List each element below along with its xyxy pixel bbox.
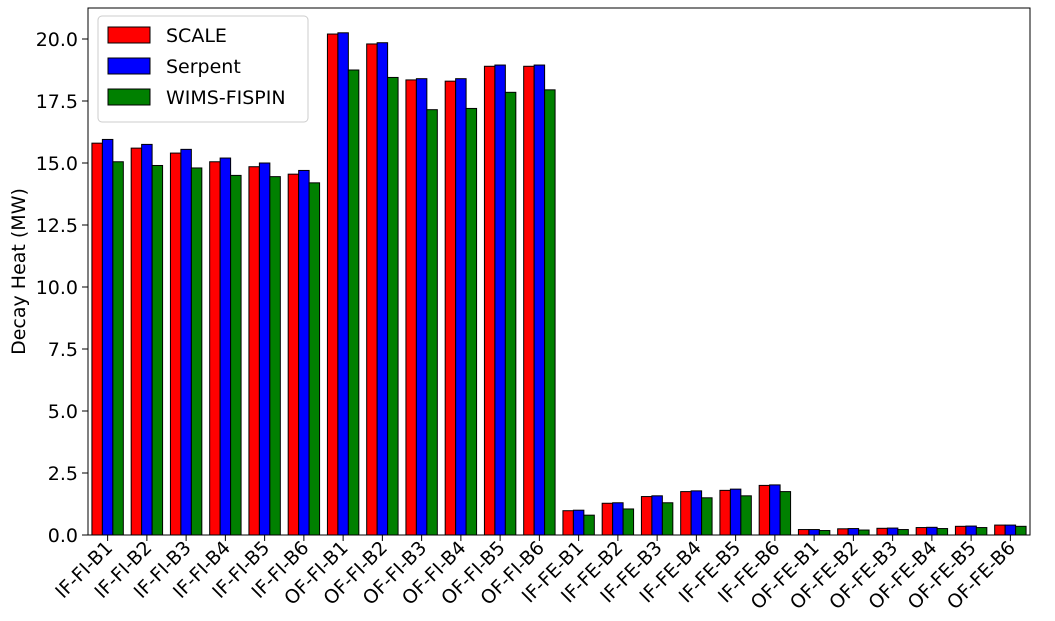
bar-wims-fispin-if-fe-b4 (701, 497, 713, 536)
bar-scale-if-fi-b5 (248, 166, 260, 536)
bar-serpent-if-fi-b4 (219, 157, 232, 536)
bar-wims-fispin-if-fi-b3 (190, 167, 203, 536)
bar-wims-fispin-if-fe-b5 (740, 495, 752, 536)
bars-layer (91, 32, 1027, 536)
bar-scale-if-fe-b2 (601, 502, 614, 536)
bar-wims-fispin-of-fe-b3 (897, 529, 909, 536)
bar-scale-if-fe-b3 (640, 496, 653, 536)
bar-wims-fispin-of-fi-b3 (426, 109, 438, 536)
bar-serpent-of-fi-b3 (415, 78, 428, 536)
bar-scale-if-fe-b6 (758, 484, 771, 536)
y-tick-label: 0.0 (48, 525, 78, 547)
bar-serpent-if-fe-b4 (690, 490, 703, 536)
bar-scale-if-fe-b1 (562, 510, 574, 536)
bar-scale-if-fi-b1 (91, 142, 103, 536)
bar-serpent-if-fe-b3 (651, 495, 663, 536)
legend-label-scale: SCALE (166, 25, 227, 47)
legend-swatch-wims-fispin (107, 88, 151, 106)
bar-wims-fispin-of-fe-b4 (936, 528, 949, 536)
bar-serpent-of-fi-b1 (337, 32, 349, 536)
y-tick-label: 7.5 (48, 339, 78, 361)
bar-wims-fispin-of-fe-b2 (858, 529, 870, 536)
bar-serpent-if-fi-b6 (298, 169, 310, 536)
legend: SCALE Serpent WIMS-FISPIN (97, 15, 309, 123)
bar-wims-fispin-of-fe-b1 (818, 530, 831, 536)
y-tick-label: 5.0 (48, 401, 78, 423)
bar-serpent-if-fi-b5 (258, 162, 271, 536)
bar-scale-if-fe-b4 (680, 491, 692, 536)
bar-serpent-if-fe-b1 (572, 509, 585, 536)
y-tick-label: 20.0 (36, 29, 78, 51)
bar-wims-fispin-if-fi-b4 (230, 174, 242, 536)
bar-wims-fispin-if-fi-b6 (308, 182, 321, 536)
bar-wims-fispin-of-fi-b6 (544, 89, 556, 536)
bar-scale-of-fe-b4 (915, 527, 928, 536)
bar-scale-of-fe-b6 (994, 524, 1006, 536)
y-tick-label: 15.0 (36, 153, 78, 175)
bar-serpent-if-fe-b5 (729, 488, 742, 536)
bar-scale-if-fi-b3 (169, 152, 182, 536)
bar-serpent-of-fe-b4 (926, 526, 938, 536)
legend-swatch-scale (107, 26, 151, 44)
bar-scale-if-fi-b2 (130, 147, 143, 536)
x-axis: IF-FI-B1IF-FI-B2IF-FI-B3IF-FI-B4IF-FI-B5… (51, 535, 1020, 614)
bar-wims-fispin-of-fi-b1 (347, 69, 360, 536)
legend-label-wims-fispin: WIMS-FISPIN (166, 87, 286, 109)
bar-serpent-of-fi-b5 (494, 64, 506, 536)
bar-wims-fispin-if-fe-b6 (779, 491, 792, 536)
bar-scale-of-fi-b3 (405, 79, 417, 536)
plot-frame (87, 7, 1031, 536)
bar-serpent-if-fe-b6 (769, 484, 781, 536)
bar-serpent-of-fe-b2 (847, 528, 860, 536)
bar-serpent-of-fe-b5 (965, 525, 977, 536)
bar-wims-fispin-if-fi-b5 (269, 176, 281, 536)
bar-scale-of-fe-b2 (837, 528, 849, 536)
bar-scale-of-fi-b1 (326, 33, 339, 536)
bar-scale-of-fi-b2 (366, 43, 378, 536)
bar-scale-if-fi-b6 (287, 173, 300, 536)
y-tick-label: 17.5 (36, 91, 78, 113)
bar-serpent-of-fi-b6 (533, 64, 546, 536)
y-tick-label: 10.0 (36, 277, 78, 299)
bar-wims-fispin-of-fe-b6 (1015, 525, 1027, 536)
bar-wims-fispin-if-fe-b3 (661, 502, 674, 536)
y-tick-label: 2.5 (48, 463, 78, 485)
bar-wims-fispin-if-fe-b2 (622, 508, 635, 536)
bar-wims-fispin-if-fi-b1 (112, 161, 124, 536)
bar-scale-of-fi-b5 (483, 65, 496, 536)
bar-serpent-of-fi-b2 (376, 42, 389, 536)
bar-serpent-if-fi-b1 (101, 138, 114, 536)
bar-serpent-of-fe-b3 (886, 527, 899, 536)
bar-wims-fispin-if-fe-b1 (583, 514, 595, 536)
y-tick-label: 12.5 (36, 215, 78, 237)
bar-wims-fispin-of-fi-b2 (387, 76, 399, 536)
bar-serpent-if-fi-b3 (180, 148, 192, 536)
bar-scale-of-fi-b6 (523, 65, 535, 536)
legend-swatch-serpent (107, 57, 151, 75)
bar-wims-fispin-of-fe-b5 (975, 527, 988, 536)
bar-serpent-of-fe-b6 (1004, 524, 1017, 536)
bar-scale-of-fi-b4 (444, 80, 457, 536)
bar-scale-if-fi-b4 (209, 161, 221, 536)
bar-scale-of-fe-b5 (954, 525, 967, 536)
bar-wims-fispin-of-fi-b4 (465, 107, 478, 536)
bar-wims-fispin-of-fi-b5 (504, 91, 517, 536)
bar-serpent-of-fe-b1 (808, 529, 820, 536)
bar-wims-fispin-if-fi-b2 (151, 164, 164, 536)
bar-scale-if-fe-b5 (719, 489, 731, 536)
bar-serpent-if-fi-b2 (141, 143, 153, 536)
bar-serpent-of-fi-b4 (455, 78, 467, 536)
bar-scale-of-fe-b3 (876, 527, 888, 536)
bar-serpent-if-fe-b2 (612, 502, 624, 536)
y-axis: 0.0 2.5 5.0 7.5 10.0 12.5 15.0 17.5 20.0 (36, 29, 88, 547)
y-axis-title: Decay Heat (MW) (8, 188, 30, 355)
legend-label-serpent: Serpent (166, 56, 241, 78)
bar-scale-of-fe-b1 (797, 529, 810, 536)
